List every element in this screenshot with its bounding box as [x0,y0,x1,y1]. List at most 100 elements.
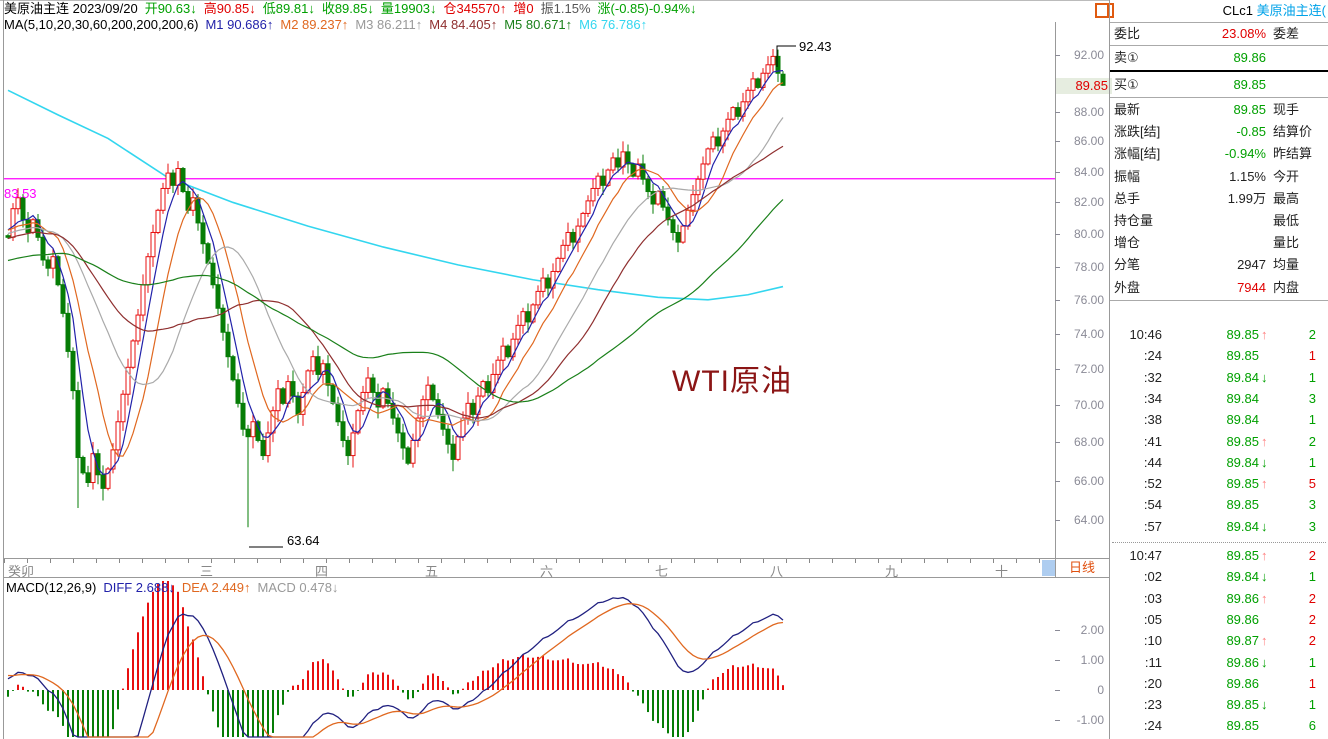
tick-count: 5 [1308,476,1316,492]
tick-count: 3 [1308,497,1316,513]
tick-time: :24 [1143,718,1162,734]
tick-price: 89.85 [1226,718,1259,734]
ask-label: 卖① [1114,50,1139,65]
tick-price: 89.86 [1226,590,1259,606]
tick-count: 2 [1308,327,1316,342]
tick-time: :23 [1143,697,1162,713]
axis-label: 2.00 [1080,623,1104,637]
info-row: 涨跌[结] -0.85 结算价 [1110,121,1328,142]
tick-row: :05 89.86 2 [1114,610,1324,630]
header-segment: MA(5,10,20,30,60,200,200,200,6) [4,17,199,32]
divider [1110,22,1328,23]
header-segment: 量19903↓ [380,1,437,16]
divider [1110,300,1328,301]
tick-group-separator [1112,542,1326,543]
tick-price: 89.85 [1226,327,1259,342]
tick-time: :11 [1144,654,1162,670]
tick-row: :34 89.84 3 [1114,389,1324,409]
tick-time: :05 [1143,611,1162,627]
macd-header-line: MACD(12,26,9) DIFF 2.688↓ DEA 2.449↑ MACD 0… [6,580,345,595]
axis-label: 76.00 [1073,293,1104,307]
tick-direction-arrow: ↑ [1261,433,1268,449]
tick-price: 89.87 [1226,633,1259,649]
month-label: 五 [425,564,439,579]
tick-time: :10 [1143,633,1162,649]
tick-count: 1 [1308,654,1316,670]
info-value: 7944 [1237,279,1266,295]
tick-price: 89.84 [1226,454,1259,470]
header-segment: 低89.81↓ [262,1,315,16]
header-segment: MACD 0.478↓ [257,580,339,595]
split-window-icon[interactable] [1095,3,1114,18]
axis-label: 72.00 [1073,362,1104,376]
info-row: 外盘 7944 内盘 [1110,277,1328,298]
chart-watermark-title: WTI原油 [672,365,792,398]
header-segment: MACD(12,26,9) [6,580,97,595]
axis-label: 84.00 [1073,165,1104,179]
weibi-value: 23.08% [1221,26,1266,41]
chart-scrollbar-thumb[interactable] [1042,560,1055,576]
tick-direction-arrow: ↓ [1261,369,1268,385]
month-label: 八 [770,564,784,579]
info-label2: 昨结算 [1273,146,1313,162]
info-label2: 今开 [1273,168,1300,184]
hline-price-label: 83.53 [4,186,37,201]
info-value: 1.15% [1229,168,1266,184]
tick-time: :54 [1143,497,1162,513]
header-segment: M6 76.786↑ [579,17,648,32]
tick-direction-arrow: ↓ [1261,518,1268,534]
bid-label: 买① [1114,77,1139,92]
macd-indicator-chart[interactable] [0,578,1056,739]
symbol-name: 美原油主连( [1256,3,1326,18]
info-value: 1.99万 [1227,190,1266,206]
tick-time: :03 [1143,590,1162,606]
tick-price: 89.86 [1226,654,1259,670]
info-row: 总手 1.99万 最高 [1110,188,1328,209]
tick-count: 1 [1308,412,1316,428]
info-row: 持仓量 最低 [1110,210,1328,231]
ask-bid-divider [1110,70,1328,72]
tick-row: :02 89.84 ↓ 1 [1114,567,1324,587]
axis-label: 78.00 [1073,260,1104,274]
header-segment: 增0 [513,1,534,16]
axis-label: 86.00 [1073,134,1104,148]
info-label: 涨幅[结] [1114,146,1161,162]
symbol-code: CLc1 [1222,3,1254,18]
header-segment: DIFF 2.688↓ [103,580,175,595]
tick-time: :24 [1143,348,1162,364]
header-segment: 高90.85↓ [203,1,256,16]
tick-price: 89.85 [1226,433,1259,449]
info-label: 分笔 [1114,257,1141,273]
header-segment: M5 80.671↑ [504,17,573,32]
main-candlestick-chart[interactable] [0,0,1056,558]
panel-title[interactable]: CLc1 美原油主连( [1110,0,1326,21]
tick-time: :57 [1143,518,1162,534]
tick-row: :44 89.84 ↓ 1 [1114,453,1324,473]
bid-row[interactable]: 买① 89.85 [1110,74,1328,95]
info-label2: 内盘 [1273,279,1300,295]
tick-row: :24 89.85 6 [1114,716,1324,736]
tick-count: 2 [1308,633,1316,649]
tick-time: :32 [1143,369,1162,385]
month-label: 三 [200,564,214,579]
tick-time: :41 [1143,433,1162,449]
header-segment: DEA 2.449↑ [181,580,251,595]
timeframe-button[interactable]: 日线 [1068,560,1095,575]
header-segment: 收89.85↓ [321,1,374,16]
info-label2: 最低 [1273,213,1300,228]
header-segment: 涨(-0.85)-0.94%↓ [597,1,697,16]
tick-row: :41 89.85 ↑ 2 [1114,432,1324,452]
tick-direction-arrow: ↑ [1261,590,1268,606]
axis-label: 0 [1097,683,1104,697]
tick-price: 89.85 [1226,476,1259,492]
weibi-label: 委比 [1114,26,1141,41]
tick-row: :20 89.86 1 [1114,674,1324,694]
ask-row[interactable]: 卖① 89.86 [1110,47,1328,68]
tick-time: 10:47 [1129,548,1162,563]
tick-direction-arrow: ↓ [1261,569,1268,585]
axis-label: 64.00 [1073,513,1104,527]
axis-label: -1.00 [1076,713,1104,727]
info-label: 涨跌[结] [1114,124,1161,140]
tick-direction-arrow: ↓ [1261,454,1268,470]
tick-price: 89.84 [1226,390,1259,406]
